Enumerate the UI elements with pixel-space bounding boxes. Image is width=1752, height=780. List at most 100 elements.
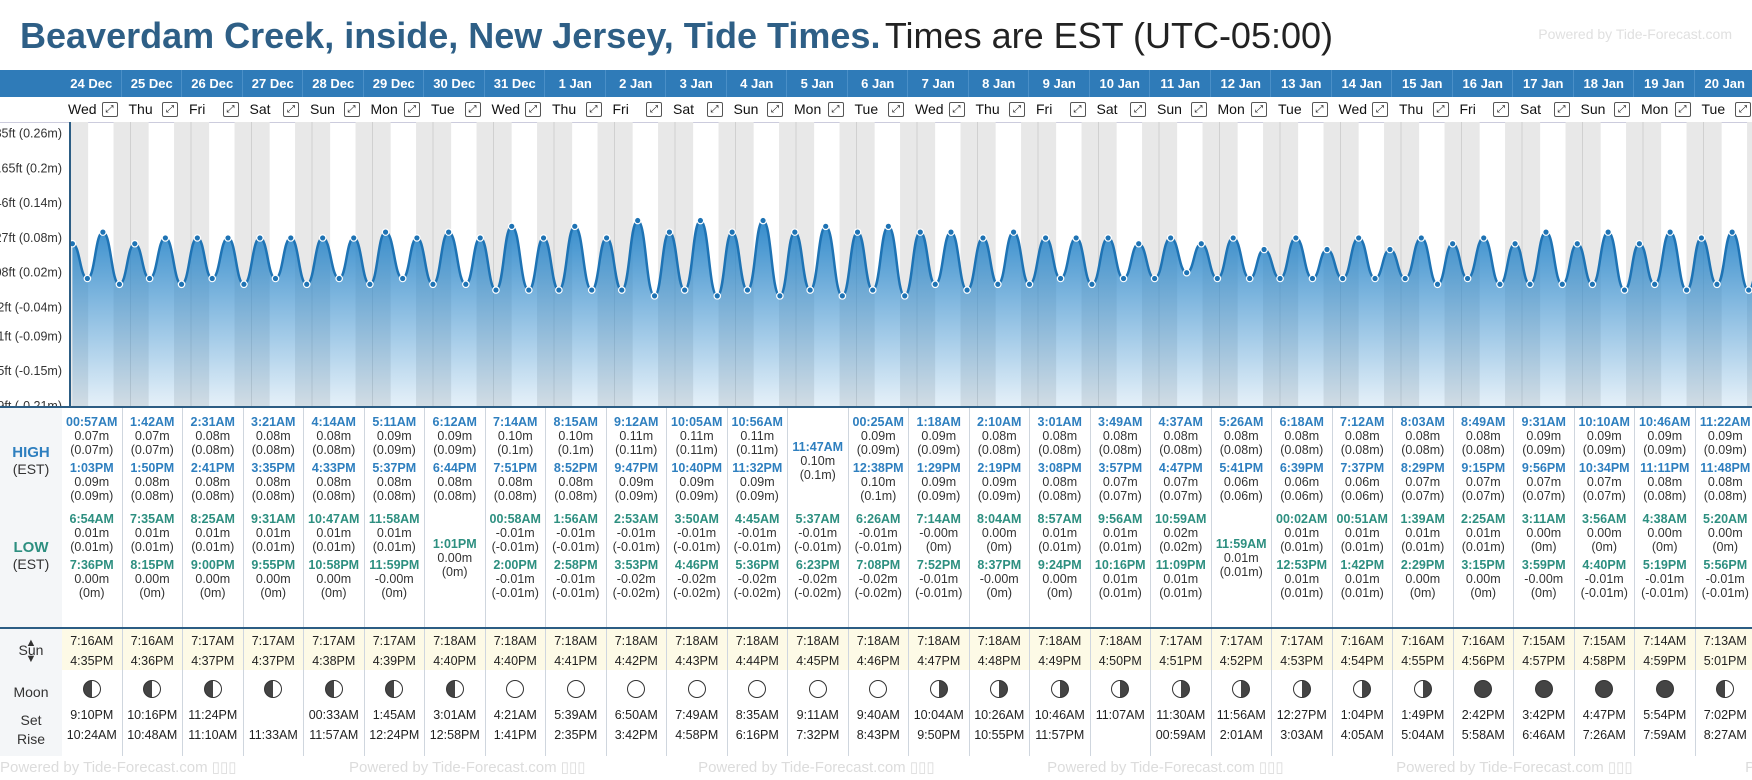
expand-icon[interactable]: ⤢	[1674, 102, 1691, 117]
sunset-time: 5:01PM	[1703, 654, 1747, 668]
high-tide-point	[570, 222, 579, 231]
expand-icon[interactable]: ⤢	[1251, 102, 1267, 117]
tide-height-paren: (0.09m)	[1703, 443, 1747, 457]
expand-icon[interactable]: ⤢	[525, 102, 541, 117]
expand-icon[interactable]: ⤢	[1130, 102, 1146, 117]
low-tide-entry: 9:56AM 0.01m (0.01m)	[1091, 512, 1151, 554]
high-tide-point	[602, 234, 611, 242]
tide-height-paren: (0m)	[199, 586, 226, 600]
day-column: 27 Dec Sat ⤢ 3:21AM 0.08m (0.08m) 3:35PM 0.08m(…	[244, 70, 304, 756]
high-tide-point	[1104, 234, 1112, 242]
high-tide-entry: 6:18AM 0.08m (0.08m)	[1272, 415, 1332, 457]
expand-icon[interactable]: ⤢	[767, 102, 783, 117]
expand-icon[interactable]: ⤢	[283, 102, 299, 117]
low-tide-entry: 3:59PM -0.00m (0m)	[1514, 558, 1574, 600]
tide-height-paren: (0.01m)	[1098, 586, 1142, 600]
tide-height-paren: (0.09m)	[70, 489, 114, 503]
sunset-time: 4:46PM	[856, 654, 900, 668]
expand-icon[interactable]: ⤢	[101, 102, 118, 117]
day-column: 6 Jan Tue ⤢ 00:25AM 0.09m (0.09m) 12:38PM 0.10m…	[849, 70, 909, 756]
high-tide-point	[1354, 234, 1363, 242]
expand-icon[interactable]: ⤢	[1069, 102, 1086, 117]
high-tide-entry: 1:03PM 0.09m (0.09m)	[62, 461, 122, 503]
weekday-cell: Sat ⤢	[667, 97, 727, 122]
expand-icon[interactable]: ⤢	[404, 102, 420, 117]
moonset-time: 10:26AM	[974, 708, 1025, 722]
tide-height: 0.08m	[1647, 475, 1683, 489]
tide-time: 11:11PM	[1640, 461, 1690, 475]
expand-icon[interactable]: ⤢	[1372, 102, 1388, 117]
expand-icon[interactable]: ⤢	[464, 102, 481, 117]
sunrise-time: 7:17AM	[312, 634, 356, 648]
tide-height: 0.08m	[134, 475, 170, 489]
low-tide-point	[776, 292, 784, 300]
sunset-time: 4:40PM	[493, 654, 537, 668]
high-label-text: HIGH	[12, 444, 50, 461]
expand-icon[interactable]: ⤢	[646, 102, 662, 117]
tide-height: 0.08m	[316, 429, 352, 443]
tide-height: -0.01m	[556, 572, 596, 586]
sunset-time: 4:53PM	[1280, 654, 1324, 668]
low-tide-entry: 7:36PM 0.00m (0m)	[62, 558, 122, 600]
moon-phase-icon	[486, 680, 546, 703]
tide-height-paren: (0.02m)	[1159, 540, 1203, 554]
high-tide-point	[1166, 234, 1175, 242]
expand-icon[interactable]: ⤢	[1009, 102, 1025, 117]
moonrise-time: 7:32PM	[796, 728, 840, 742]
moon-phase-icon	[909, 680, 969, 703]
tide-height: 0.07m	[74, 429, 110, 443]
high-tide-point	[318, 234, 327, 242]
tide-height-paren: (0.08m)	[1703, 489, 1747, 503]
sunset-time: 4:52PM	[1219, 654, 1263, 668]
expand-icon[interactable]: ⤢	[222, 102, 239, 117]
tide-height-paren: (0.01m)	[1098, 540, 1142, 554]
tide-time: 5:19PM	[1642, 558, 1687, 572]
expand-icon[interactable]: ⤢	[585, 102, 602, 117]
tide-time: 6:54AM	[69, 512, 114, 526]
expand-icon[interactable]: ⤢	[1614, 102, 1630, 117]
tide-height-paren: (0.09m)	[917, 443, 961, 457]
expand-icon[interactable]: ⤢	[343, 102, 360, 117]
moonset-time: 11:24PM	[188, 708, 238, 722]
expand-icon[interactable]: ⤢	[1735, 102, 1751, 117]
expand-icon[interactable]: ⤢	[706, 102, 723, 117]
tide-height: -0.01m	[798, 526, 838, 540]
tide-height: 0.00m	[255, 572, 291, 586]
expand-icon[interactable]: ⤢	[827, 102, 844, 117]
tide-height: 0.09m	[921, 475, 957, 489]
weekday-name: Wed	[1338, 101, 1368, 117]
date-header: 15 Jan	[1393, 70, 1453, 97]
sunset-time: 4:43PM	[675, 654, 719, 668]
tide-height-paren: (0.1m)	[557, 443, 594, 457]
expand-icon[interactable]: ⤢	[1190, 102, 1207, 117]
tide-height: 0.07m	[1586, 475, 1622, 489]
moon-phase-icon	[1151, 680, 1211, 703]
y-axis-label: 0.85ft (0.26m)	[0, 127, 62, 141]
tide-height: 0.01m	[195, 526, 231, 540]
tide-time: 8:52PM	[553, 461, 598, 475]
low-tide-point	[1588, 280, 1597, 289]
tide-height: 0.09m	[981, 475, 1017, 489]
tide-height: 0.10m	[497, 429, 533, 443]
expand-icon[interactable]: ⤢	[1432, 102, 1449, 117]
low-tide-point	[1744, 286, 1752, 294]
expand-icon[interactable]: ⤢	[1553, 102, 1570, 117]
expand-icon[interactable]: ⤢	[162, 102, 178, 117]
high-tide-entry: 7:14AM 0.10m (0.1m)	[486, 415, 546, 457]
low-tide-entry: 7:08PM -0.02m (-0.02m)	[849, 558, 909, 600]
expand-icon[interactable]: ⤢	[1493, 102, 1509, 117]
tide-time: 7:14AM	[493, 415, 538, 429]
moonset-time: 7:02PM	[1703, 708, 1747, 722]
tide-time: 00:51AM	[1336, 512, 1388, 526]
tide-height: 0.08m	[1223, 429, 1259, 443]
moonset-time: 11:56AM	[1216, 708, 1266, 722]
tide-height-paren: (-0.02m)	[612, 586, 660, 600]
low-tide-point	[1213, 274, 1222, 283]
expand-icon[interactable]: ⤢	[1311, 102, 1328, 117]
low-tide-point	[1025, 280, 1034, 289]
moonrise-time: 00:59AM	[1155, 728, 1206, 742]
expand-icon[interactable]: ⤢	[948, 102, 965, 117]
day-column: 4 Jan Sun ⤢ 10:56AM 0.11m (0.11m) 11:32PM 0.09m…	[728, 70, 788, 756]
expand-icon[interactable]: ⤢	[888, 102, 904, 117]
tide-time: 7:37PM	[1340, 461, 1385, 475]
